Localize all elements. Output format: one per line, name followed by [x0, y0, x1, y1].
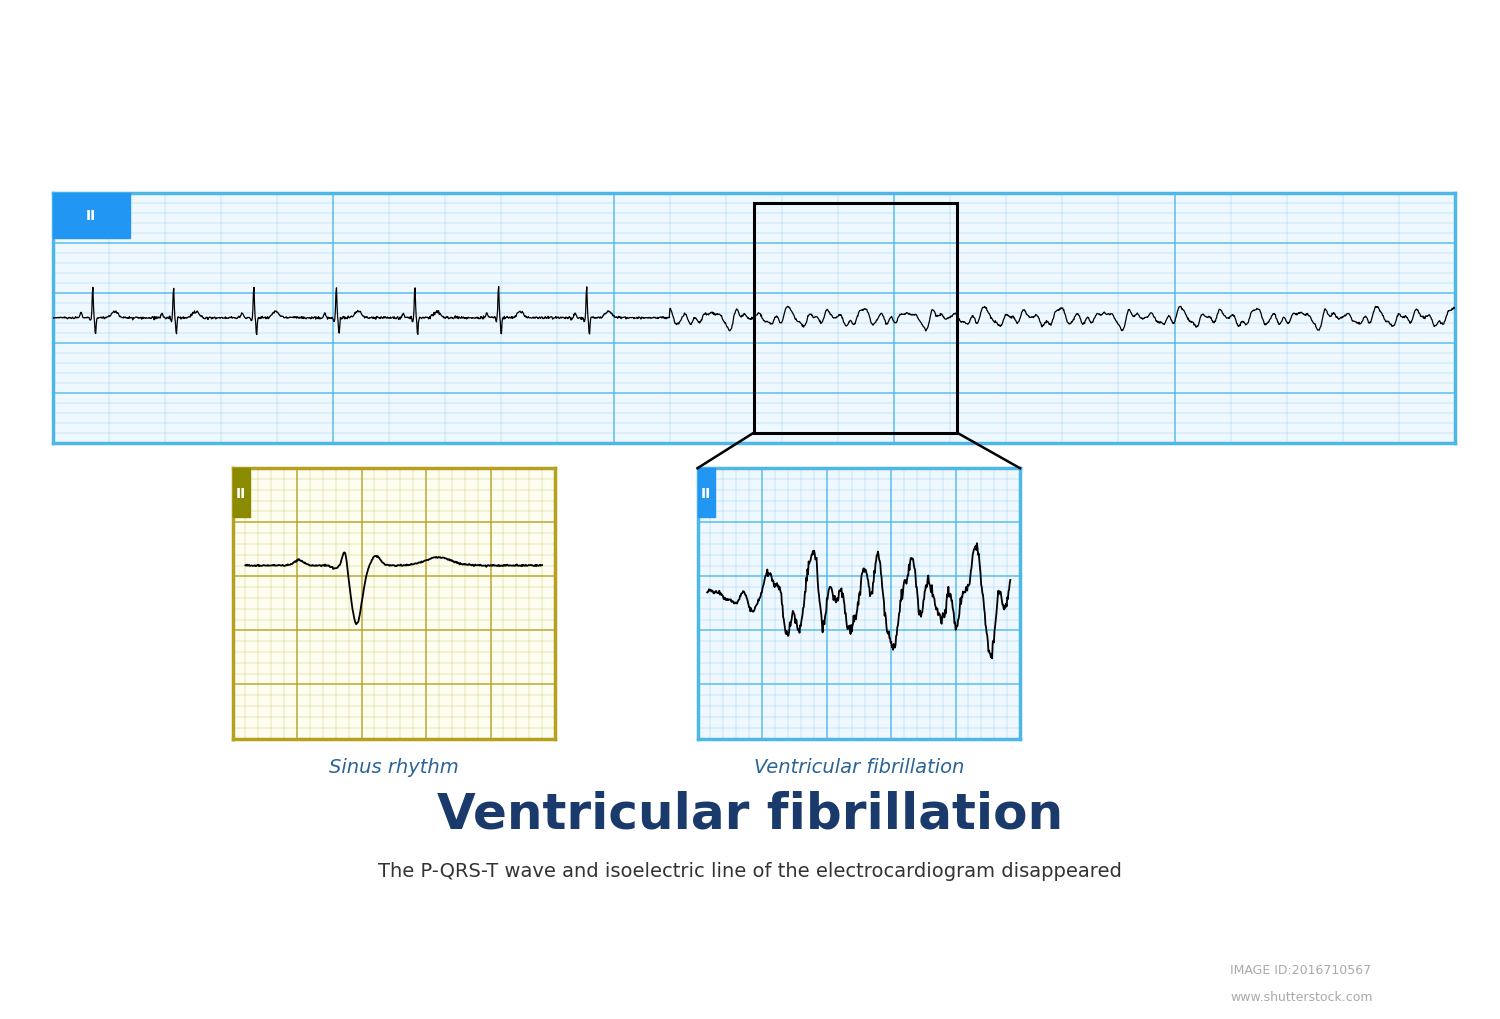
FancyBboxPatch shape — [232, 469, 250, 518]
Text: www.shutterstock.com: www.shutterstock.com — [1230, 989, 1372, 1003]
FancyBboxPatch shape — [53, 194, 129, 238]
Text: II: II — [236, 486, 246, 500]
Text: °: ° — [480, 969, 492, 993]
Text: ck: ck — [398, 967, 432, 995]
Text: Ventricular fibrillation: Ventricular fibrillation — [436, 790, 1064, 838]
Text: Ventricular fibrillation: Ventricular fibrillation — [753, 757, 964, 776]
Text: Sinus rhythm: Sinus rhythm — [328, 757, 459, 776]
Text: shutterst: shutterst — [120, 967, 266, 995]
Bar — [754, 204, 957, 433]
Text: II: II — [700, 486, 711, 500]
FancyBboxPatch shape — [698, 469, 715, 518]
Text: IMAGE ID:2016710567: IMAGE ID:2016710567 — [1230, 963, 1371, 976]
Text: The P-QRS-T wave and isoelectric line of the electrocardiogram disappeared: The P-QRS-T wave and isoelectric line of… — [378, 861, 1122, 880]
Text: II: II — [86, 209, 96, 223]
Text: o: o — [376, 966, 394, 996]
